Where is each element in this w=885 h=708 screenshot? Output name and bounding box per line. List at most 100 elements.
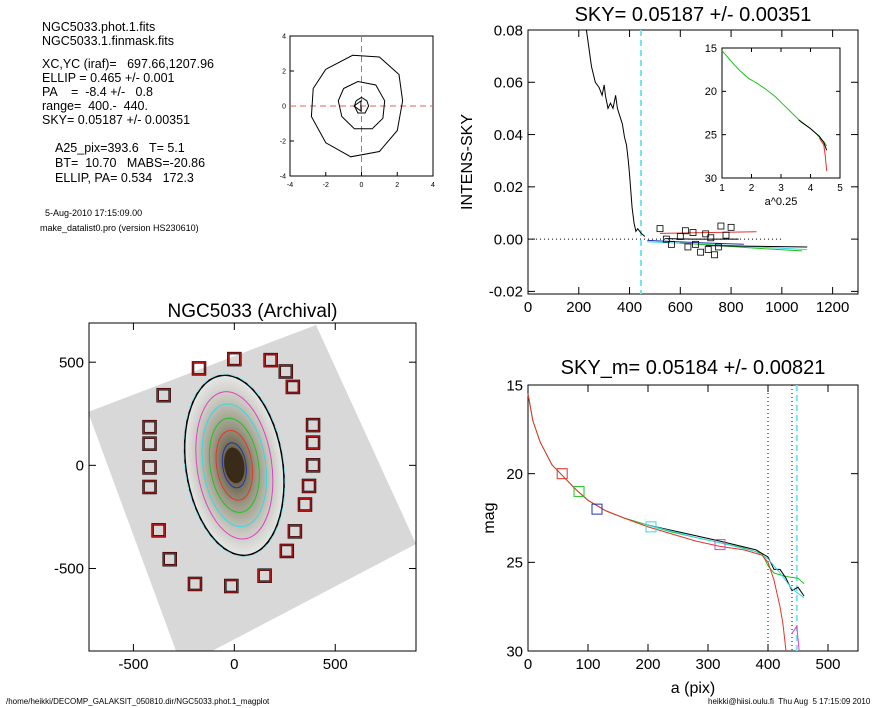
inset-series-1 [798,119,828,151]
center-y-tick-label: -4 [280,174,286,181]
center-y-tick-label: 0 [282,104,286,111]
sky-series-0 [585,29,646,237]
sky-box [188,577,202,591]
center-y-tick-label: 2 [282,69,286,76]
inset-y-label: 25 [705,130,717,142]
image-frame [88,322,417,652]
info-range: range= 400.- 440. [42,99,148,113]
sky-x-label: 600 [668,299,693,316]
mag-x-label: 300 [695,656,720,673]
image-x-label: 500 [323,656,348,673]
mag-x-label: 0 [524,656,532,673]
sky-box [142,460,157,475]
sky-box [279,364,293,379]
mag-y-label: 20 [506,466,523,483]
galaxy-group [183,373,286,557]
mag-marker [573,485,585,497]
info-ellip: ELLIP = 0.465 +/- 0.001 [42,71,175,85]
sky-point [662,235,670,243]
inset-x-label: 5 [837,183,843,194]
sky-point [656,225,664,233]
info-file: NGC5033.phot.1.fits [42,20,156,34]
sky-series-1 [659,231,757,234]
mag-series-3 [527,393,787,652]
sky-box [142,436,157,451]
mag-x-label: 500 [815,656,840,673]
sky-x-label: 0 [524,299,532,316]
sky-box [263,353,278,367]
mag-x-label: 400 [755,656,780,673]
sky-point [692,240,699,248]
sky-box [298,497,312,512]
sky-box [306,418,320,432]
sky-series-5 [680,242,803,252]
sky-box [288,524,302,539]
sky-box [142,420,157,434]
inset-series-0 [721,50,828,147]
sky-box [306,435,320,450]
info-pa: PA = -8.4 +/- 0.8 [42,85,153,99]
mag-y-label: 30 [506,643,523,660]
sky-point [722,231,730,239]
sky-y-label: 0.06 [494,75,523,92]
sky-series-2 [665,238,739,240]
info-bt: BT= 10.70 MABS=-20.86 [55,156,206,170]
info-a25: A25_pix=393.6 T= 5.1 [55,141,185,155]
info-sky: SKY= 0.05187 +/- 0.00351 [42,113,191,127]
sky-point [684,243,692,251]
sky-box [163,552,177,566]
mag-frame [527,384,859,652]
galaxy-nucleus [224,447,245,484]
sky-point [704,246,712,253]
sky-x-label: 1000 [765,299,798,316]
center-x-tick-label: -2 [323,182,329,189]
sky-point [681,227,689,235]
inset-y-label: 30 [705,173,717,185]
inset-x-label: 3 [778,183,784,194]
sky-point [689,229,697,236]
image-x-label: -500 [118,656,148,673]
mag-y-label: 15 [506,377,523,394]
sky-point [714,243,722,251]
sky-y-label: 0.00 [494,231,523,248]
footer-path: /home/heikki/DECOMP_GALAKSIT_050810.dir/… [6,697,270,706]
image-y-label: 0 [76,458,84,475]
center-x-tick-label: -4 [287,182,293,189]
isophote-ellipse [201,403,268,528]
sky-box [286,380,300,394]
mag-x-label: 200 [635,656,660,673]
image-title: NGC5033 (Archival) [168,301,338,322]
inset-x-label: 4 [808,183,814,194]
sky-box [192,361,206,376]
sky-box [302,479,316,493]
sky-ylabel: INTENS-SKY [459,114,476,210]
info-date: 5-Aug-2010 17:15:09.00 [45,208,143,218]
center-marker [353,100,362,112]
sky-box [280,544,294,558]
info-mask: NGC5033.1.finmask.fits [42,34,174,48]
mag-xlabel: a (pix) [671,680,715,697]
info-version: make_datalist0.pro (version HS230610) [40,223,199,233]
sky-point [668,240,675,248]
sky-point [697,248,705,256]
mag-x-label: 100 [575,656,600,673]
info-center: XC,YC (iraf)= 697.66,1207.96 [42,57,214,71]
center-contour-2 [310,54,404,158]
info-ellip-pa: ELLIP, PA= 0.534 172.3 [55,171,194,185]
sky-y-label: 0.02 [494,179,523,196]
sky-box [224,579,239,593]
sky-y-label: 0.08 [494,22,523,39]
mag-series-1 [647,524,805,597]
center-x-tick-label: 0 [360,182,364,189]
center-x-tick-label: 4 [431,182,435,189]
mag-marker [714,539,726,551]
center-y-tick-label: -2 [280,139,286,146]
mag-marker [645,521,657,533]
mag-marker [556,468,568,480]
isophote-ellipse [221,442,247,489]
sky-point [711,251,718,259]
inset-xlabel: a^0.25 [765,196,798,208]
center-contour-1 [337,80,386,130]
center-y-tick-label: 4 [282,34,286,41]
